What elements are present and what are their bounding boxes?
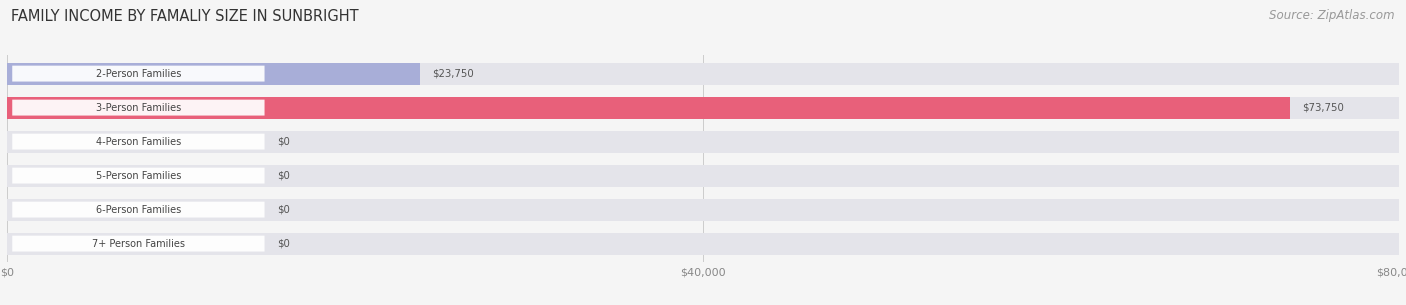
Text: $73,750: $73,750 bbox=[1302, 102, 1344, 113]
Text: $0: $0 bbox=[277, 239, 290, 249]
Text: 7+ Person Families: 7+ Person Families bbox=[91, 239, 186, 249]
Text: $23,750: $23,750 bbox=[433, 69, 474, 79]
FancyBboxPatch shape bbox=[13, 202, 264, 217]
FancyBboxPatch shape bbox=[13, 134, 264, 149]
Bar bbox=[7, 97, 1399, 119]
Bar bbox=[7, 131, 1399, 152]
Text: 3-Person Families: 3-Person Families bbox=[96, 102, 181, 113]
Text: FAMILY INCOME BY FAMALIY SIZE IN SUNBRIGHT: FAMILY INCOME BY FAMALIY SIZE IN SUNBRIG… bbox=[11, 9, 359, 24]
Text: $0: $0 bbox=[277, 170, 290, 181]
Text: $0: $0 bbox=[277, 137, 290, 147]
FancyBboxPatch shape bbox=[13, 66, 264, 81]
Bar bbox=[7, 199, 1399, 221]
Text: 5-Person Families: 5-Person Families bbox=[96, 170, 181, 181]
FancyBboxPatch shape bbox=[13, 168, 264, 184]
FancyBboxPatch shape bbox=[13, 100, 264, 116]
Text: 6-Person Families: 6-Person Families bbox=[96, 205, 181, 215]
Text: 2-Person Families: 2-Person Families bbox=[96, 69, 181, 79]
Text: Source: ZipAtlas.com: Source: ZipAtlas.com bbox=[1270, 9, 1395, 22]
Text: $0: $0 bbox=[277, 205, 290, 215]
FancyBboxPatch shape bbox=[13, 236, 264, 252]
Bar bbox=[7, 63, 420, 85]
Bar bbox=[7, 63, 1399, 85]
Bar bbox=[7, 165, 1399, 187]
Bar bbox=[7, 97, 1291, 119]
Bar bbox=[7, 232, 1399, 255]
Text: 4-Person Families: 4-Person Families bbox=[96, 137, 181, 147]
